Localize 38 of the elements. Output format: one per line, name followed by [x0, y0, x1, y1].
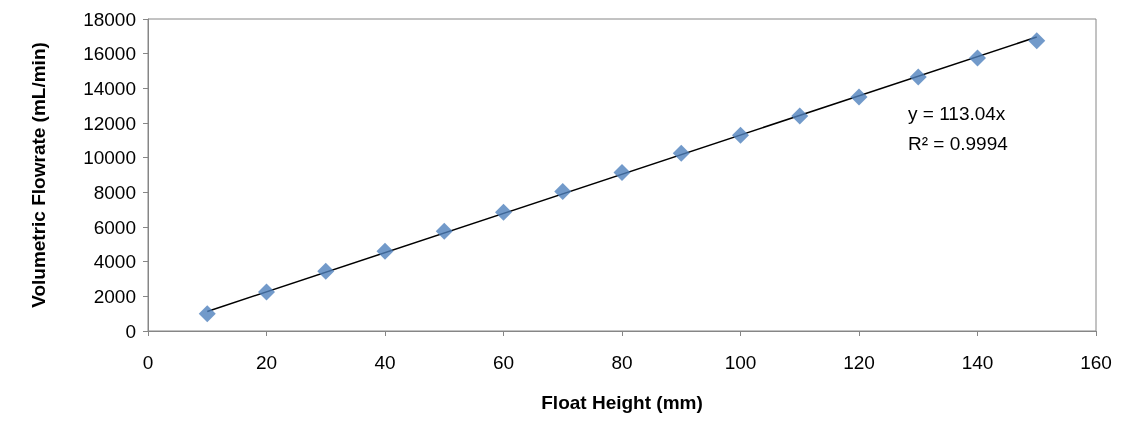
point	[258, 283, 275, 301]
point	[317, 262, 335, 280]
point	[376, 242, 394, 260]
x-tick-label: 160	[1080, 352, 1112, 373]
point	[909, 68, 927, 86]
y-tick-label: 16000	[83, 43, 136, 65]
x-tick-label: 100	[724, 352, 757, 373]
x-tick-label: 40	[374, 352, 396, 373]
y-tick-label: 6000	[93, 216, 136, 238]
y-tick-label: 18000	[83, 8, 136, 30]
x-tick-label: 80	[611, 352, 633, 373]
point	[850, 88, 868, 106]
y-tick-label: 0	[125, 320, 136, 342]
x-tick-label: 60	[492, 352, 515, 373]
y-tick-label: 4000	[93, 251, 136, 273]
point	[969, 49, 986, 67]
point	[554, 182, 572, 200]
annotation: R² = 0.9994	[908, 133, 1009, 154]
y-axis-title: Volumetric Flowrate (mL/min)	[28, 42, 49, 308]
point	[495, 203, 512, 221]
y-tick-label: 10000	[83, 147, 136, 169]
x-tick-label: 20	[255, 352, 278, 373]
point	[613, 163, 631, 181]
y-tick-label: 14000	[83, 77, 136, 99]
y-tick-label: 2000	[93, 285, 136, 307]
point	[791, 107, 809, 125]
point	[1028, 32, 1046, 50]
x-tick-label: 140	[961, 352, 994, 373]
point	[435, 222, 453, 240]
x-tick-label: 120	[843, 352, 875, 373]
y-tick-label: 8000	[93, 181, 136, 203]
point	[198, 305, 216, 323]
annotation: y = 113.04x	[908, 103, 1006, 124]
point	[672, 144, 690, 162]
point	[732, 126, 749, 144]
y-tick-label: 12000	[83, 112, 136, 134]
x-tick-label: 0	[142, 352, 154, 373]
x-axis-title: Float Height (mm)	[541, 392, 703, 413]
